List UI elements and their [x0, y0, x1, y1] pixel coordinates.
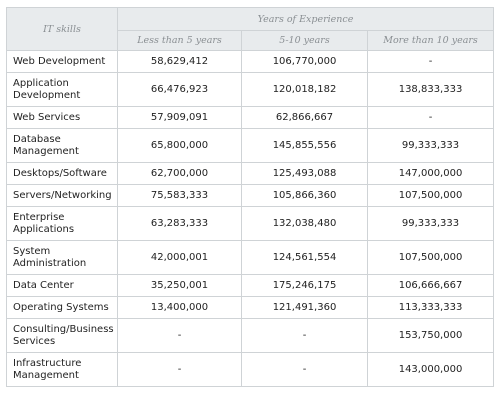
- value-cell: -: [241, 352, 368, 387]
- value-cell: -: [241, 318, 368, 353]
- table-container: IT skills Years of Experience Less than …: [6, 7, 495, 387]
- value-cell: 106,770,000: [241, 50, 368, 73]
- value-cell: 132,038,480: [241, 206, 368, 241]
- skill-cell: Data Center: [6, 274, 118, 297]
- value-cell: -: [117, 318, 242, 353]
- column-header: Less than 5 years: [117, 30, 242, 51]
- header-row: IT skills Years of Experience: [6, 7, 495, 51]
- skill-header: IT skills: [6, 7, 118, 51]
- value-cell: 66,476,923: [117, 72, 242, 107]
- value-cell: 65,800,000: [117, 128, 242, 163]
- skill-cell: Servers/Networking: [6, 184, 118, 207]
- value-cell: 57,909,091: [117, 106, 242, 129]
- value-cell: 35,250,001: [117, 274, 242, 297]
- skill-cell: Infrastructure Management: [6, 352, 118, 387]
- table-row: Database Management 65,800,000 145,855,556…: [6, 128, 495, 163]
- value-cell: 42,000,001: [117, 240, 242, 275]
- table-row: Enterprise Applications 63,283,333 132,038…: [6, 206, 495, 241]
- value-cell: 106,666,667: [366, 274, 495, 297]
- value-cell: 121,491,360: [241, 296, 368, 319]
- table-body: Web Development 58,629,412 106,770,000- App…: [6, 50, 495, 387]
- skill-cell: Desktops/Software: [6, 162, 118, 185]
- skill-cell: Consulting/Business Services: [6, 318, 118, 353]
- skill-cell: Web Services: [6, 106, 118, 129]
- skill-cell: Operating Systems: [6, 296, 118, 319]
- value-cell: 99,333,333: [366, 128, 495, 163]
- skill-cell: System Administration: [6, 240, 118, 275]
- value-cell: 145,855,556: [241, 128, 368, 163]
- value-cell: 175,246,175: [241, 274, 368, 297]
- value-cell: 107,500,000: [366, 184, 495, 207]
- table-row: Servers/Networking 75,583,333 105,866,360 1…: [6, 184, 495, 207]
- value-cell: 62,866,667: [241, 106, 368, 129]
- table-row: System Administration 42,000,001 124,561,5…: [6, 240, 495, 275]
- table-row: Data Center 35,250,001 175,246,175 106,666,…: [6, 274, 495, 297]
- skill-cell: Enterprise Applications: [6, 206, 118, 241]
- value-cell: 63,283,333: [117, 206, 242, 241]
- value-cell: 124,561,554: [241, 240, 368, 275]
- value-cell: -: [117, 352, 242, 387]
- value-cell: 125,493,088: [241, 162, 368, 185]
- skill-cell: Web Development: [6, 50, 118, 73]
- value-cell: -: [366, 50, 495, 73]
- column-header: More than 10 years: [366, 30, 495, 51]
- skill-cell: Database Management: [6, 128, 118, 163]
- group-header: Years of Experience: [116, 7, 495, 31]
- table-row: Infrastructure Management - -143,000,000: [6, 352, 495, 387]
- table-row: Desktops/Software 62,700,000 125,493,088 14…: [6, 162, 495, 185]
- value-cell: 107,500,000: [366, 240, 495, 275]
- value-cell: 105,866,360: [241, 184, 368, 207]
- value-cell: 147,000,000: [366, 162, 495, 185]
- column-header: 5-10 years: [241, 30, 368, 51]
- value-cell: 58,629,412: [117, 50, 242, 73]
- value-cell: 143,000,000: [366, 352, 495, 387]
- table-row: Web Development 58,629,412 106,770,000-: [6, 50, 495, 73]
- skill-cell: Application Development: [6, 72, 118, 107]
- value-cell: -: [366, 106, 495, 129]
- table-row: Web Services 57,909,091 62,866,667-: [6, 106, 495, 129]
- value-cell: 13,400,000: [117, 296, 242, 319]
- value-cell: 75,583,333: [117, 184, 242, 207]
- value-cell: 138,833,333: [366, 72, 495, 107]
- value-cell: 99,333,333: [366, 206, 495, 241]
- value-cell: 113,333,333: [366, 296, 495, 319]
- table-row: Application Development 66,476,923 120,018…: [6, 72, 495, 107]
- value-cell: 153,750,000: [366, 318, 495, 353]
- table-row: Operating Systems 13,400,000 121,491,360 11…: [6, 296, 495, 319]
- salary-table: IT skills Years of Experience Less than …: [6, 7, 495, 387]
- table-row: Consulting/Business Services - -153,750,00…: [6, 318, 495, 353]
- value-cell: 120,018,182: [241, 72, 368, 107]
- value-cell: 62,700,000: [117, 162, 242, 185]
